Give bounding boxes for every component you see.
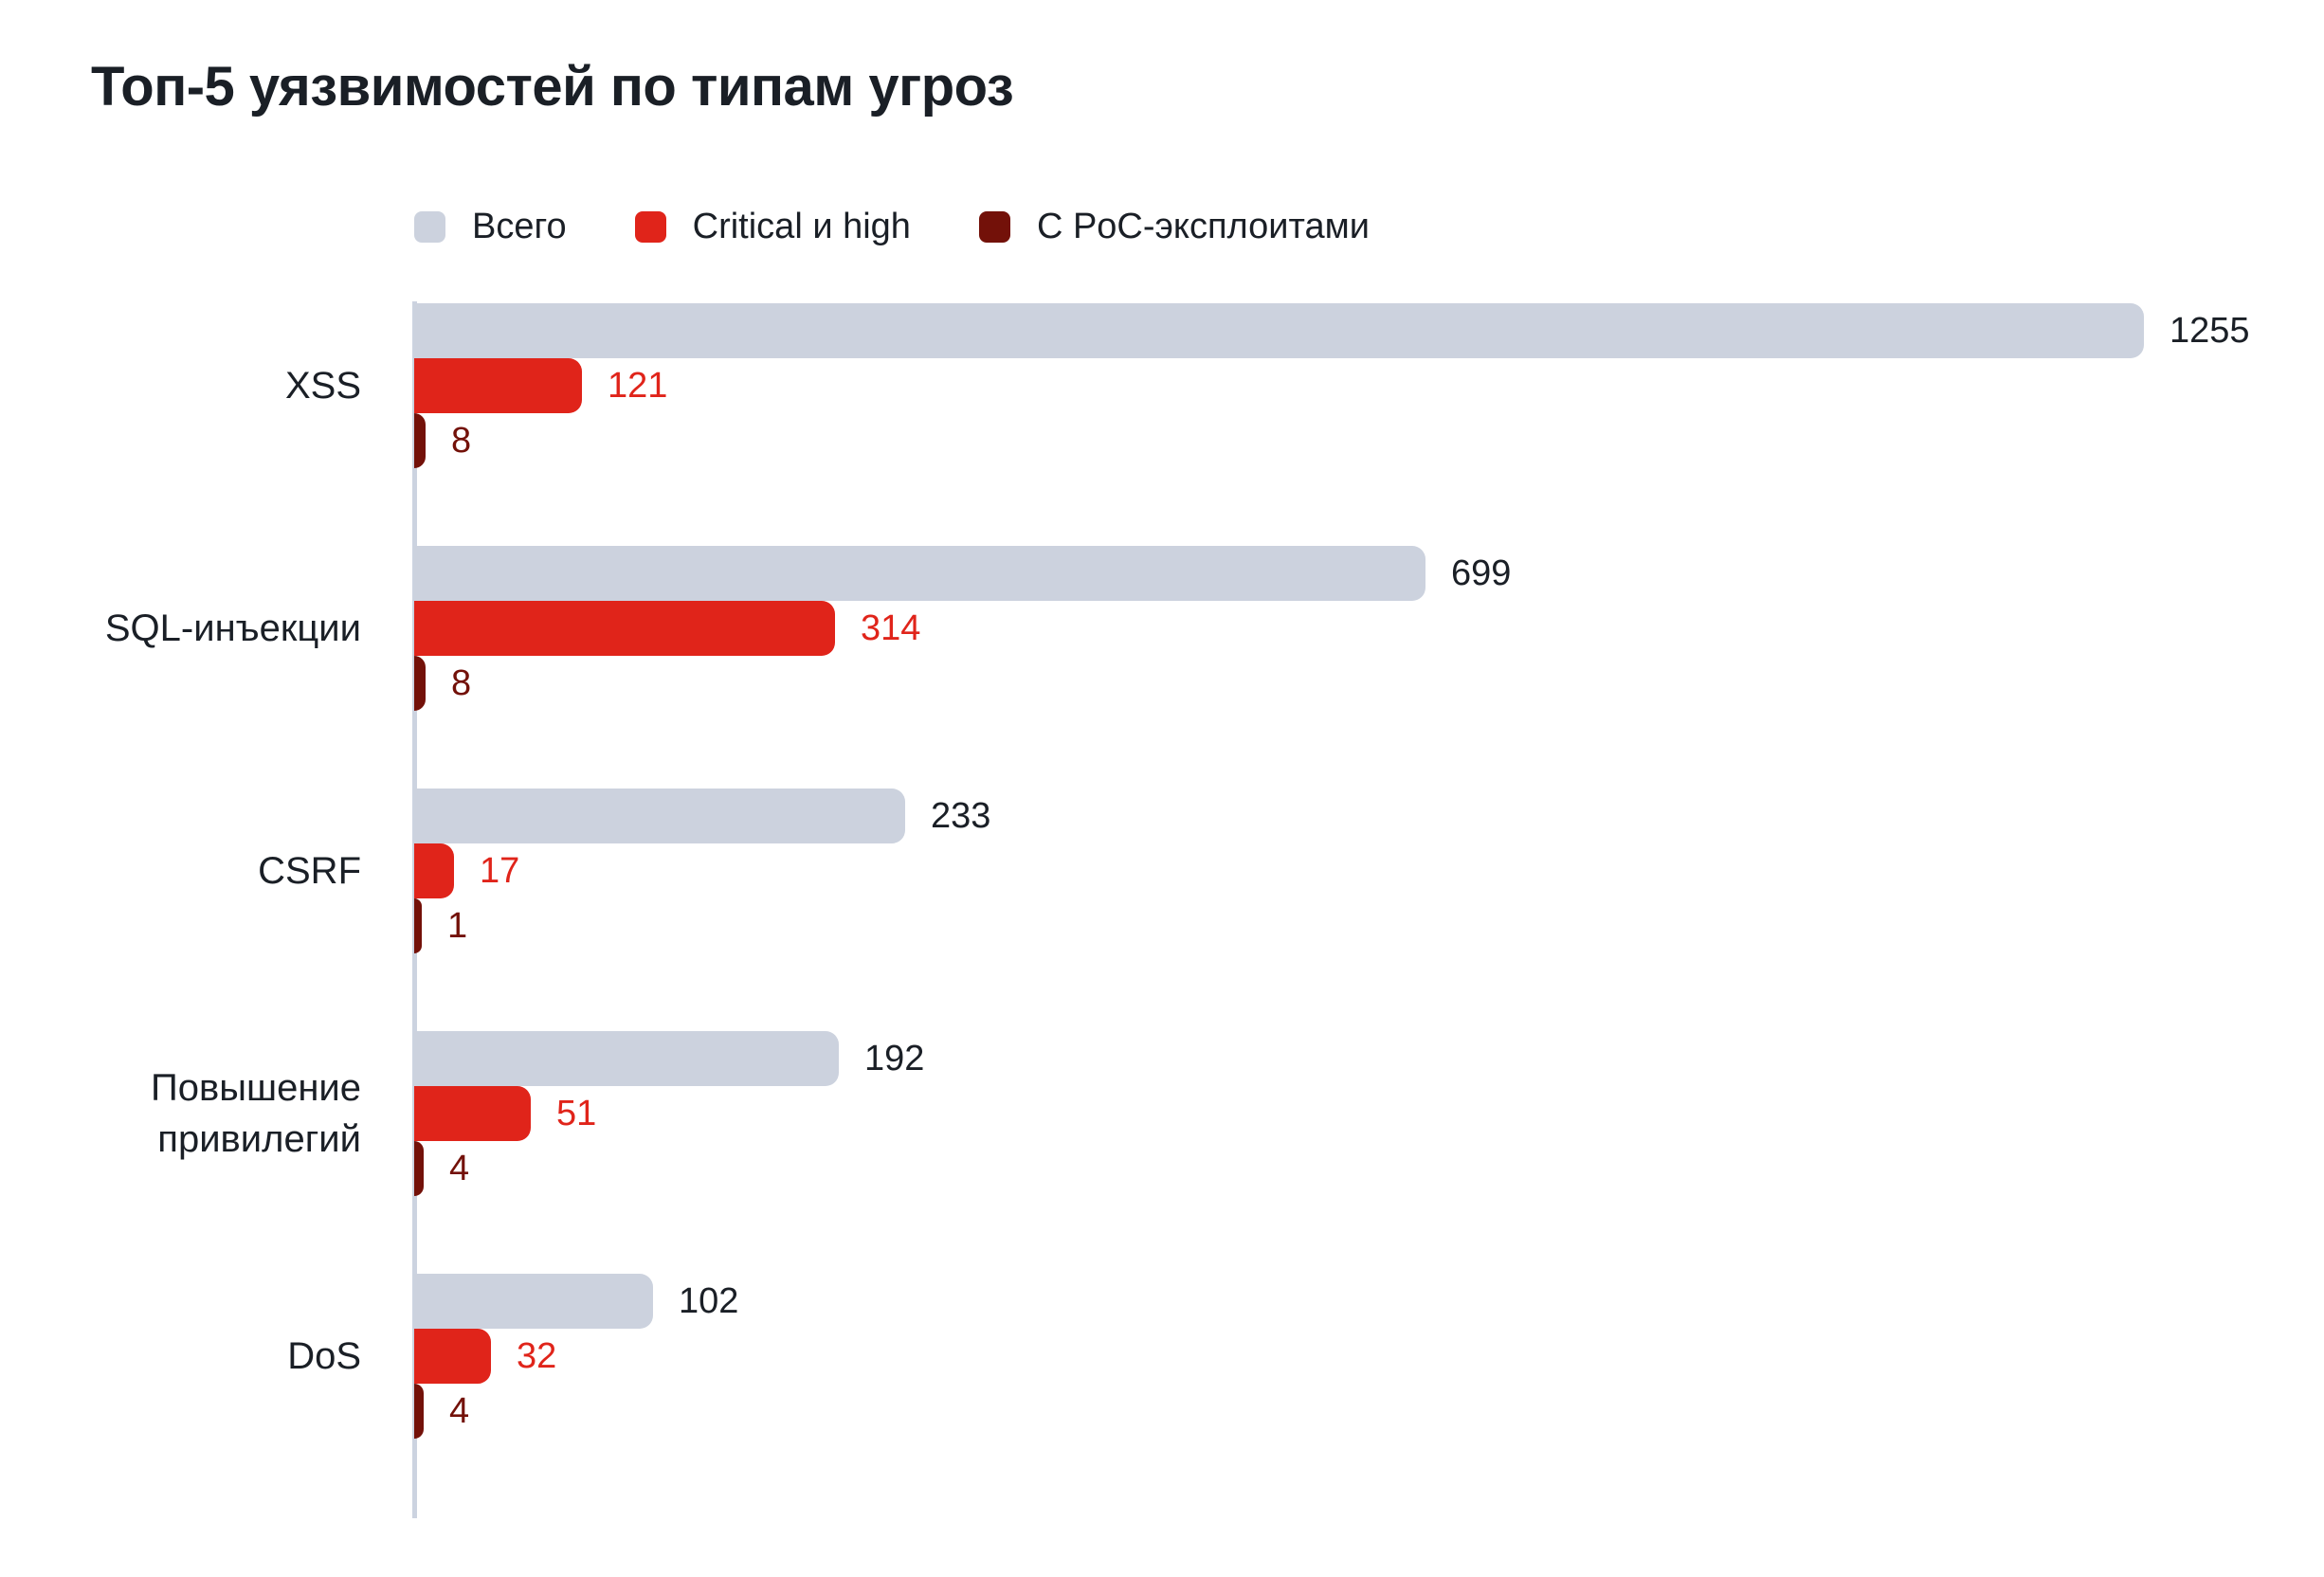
bar-poc (414, 413, 426, 468)
chart-row: XSS 1255 121 8 (0, 303, 2324, 468)
value-label-total: 102 (679, 1280, 739, 1321)
value-label-poc: 1 (447, 905, 468, 946)
legend-label-total: Всего (472, 207, 567, 246)
value-label-total: 233 (931, 795, 991, 836)
bar-line: 17 (414, 843, 990, 898)
bar-total (414, 788, 905, 843)
bar-poc (414, 656, 426, 711)
bar-poc (414, 1141, 424, 1196)
bar-line: 1255 (414, 303, 2250, 358)
category-label: DoS (287, 1335, 361, 1377)
bar-critical (414, 843, 454, 898)
chart-row: DoS 102 32 4 (0, 1274, 2324, 1439)
bar-group: 233 17 1 (414, 788, 990, 953)
bar-critical (414, 601, 835, 656)
value-label-critical: 17 (480, 850, 520, 891)
value-label-critical: 32 (517, 1335, 557, 1376)
bar-critical (414, 1086, 531, 1141)
bar-line: 4 (414, 1384, 738, 1439)
value-label-total: 1255 (2170, 310, 2250, 351)
category-label: SQL-инъекции (104, 607, 361, 649)
bar-line: 699 (414, 546, 1511, 601)
chart-row: CSRF 233 17 1 (0, 788, 2324, 953)
legend-label-critical: Critical и high (692, 207, 911, 246)
bar-total (414, 1031, 839, 1086)
bar-line: 233 (414, 788, 990, 843)
value-label-critical: 121 (608, 365, 668, 406)
legend-label-poc: С PoC-эксплоитами (1036, 207, 1370, 246)
value-label-critical: 314 (861, 607, 921, 648)
bar-poc (414, 898, 422, 953)
category-label: CSRF (258, 850, 361, 892)
page-title: Топ-5 уязвимостей по типам угроз (91, 56, 1014, 118)
value-label-poc: 8 (451, 420, 472, 461)
legend-item-total: Всего (414, 207, 567, 247)
value-label-poc: 8 (451, 662, 472, 703)
legend-item-critical: Critical и high (634, 207, 911, 247)
bar-line: 8 (414, 656, 1511, 711)
chart-row: Повышение привилегий 192 51 4 (0, 1031, 2324, 1196)
bar-total (414, 303, 2144, 358)
chart-row: SQL-инъекции 699 314 8 (0, 546, 2324, 711)
bar-line: 51 (414, 1086, 924, 1141)
bar-line: 121 (414, 358, 2250, 413)
bar-line: 1 (414, 898, 990, 953)
bar-poc (414, 1384, 424, 1439)
category-label: XSS (284, 365, 361, 407)
legend-swatch-total-icon (414, 211, 445, 243)
bar-line: 4 (414, 1141, 924, 1196)
bar-group: 699 314 8 (414, 546, 1511, 711)
value-label-poc: 4 (449, 1390, 470, 1431)
bar-critical (414, 358, 582, 413)
bar-group: 192 51 4 (414, 1031, 924, 1196)
bar-total (414, 546, 1425, 601)
category-label: Повышение привилегий (150, 1067, 361, 1160)
bar-line: 192 (414, 1031, 924, 1086)
bar-line: 314 (414, 601, 1511, 656)
legend-swatch-poc-icon (978, 211, 1010, 243)
bar-group: 1255 121 8 (414, 303, 2250, 468)
value-label-critical: 51 (556, 1093, 597, 1133)
legend-swatch-critical-icon (634, 211, 666, 243)
value-label-poc: 4 (449, 1148, 470, 1188)
bar-line: 8 (414, 413, 2250, 468)
bar-group: 102 32 4 (414, 1274, 738, 1439)
bar-line: 32 (414, 1329, 738, 1384)
value-label-total: 192 (864, 1038, 925, 1079)
legend-item-poc: С PoC-эксплоитами (978, 207, 1370, 247)
bar-total (414, 1274, 653, 1329)
bar-critical (414, 1329, 491, 1384)
chart-legend: Всего Critical и high С PoC-эксплоитами (414, 207, 1370, 247)
bar-line: 102 (414, 1274, 738, 1329)
value-label-total: 699 (1451, 553, 1512, 593)
